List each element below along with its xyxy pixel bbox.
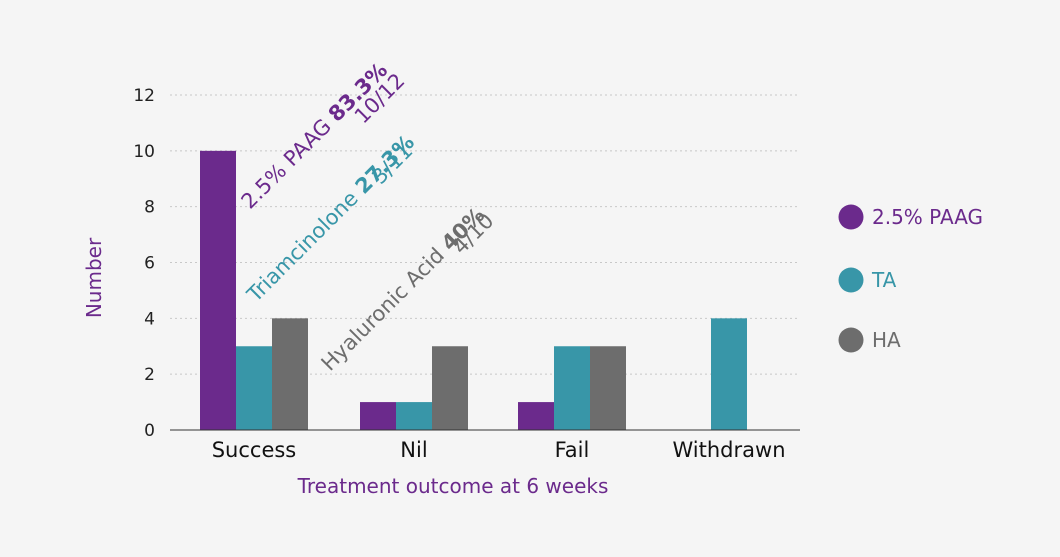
y-tick-label: 6 (144, 254, 155, 274)
bar-2-5-paag-nil: 2.5% PAAG – Nil: 1 (360, 402, 396, 430)
y-tick-label: 2 (144, 365, 155, 385)
y-tick-label: 0 (144, 421, 155, 441)
y-tick-label: 8 (144, 198, 155, 218)
annotation-name: 2.5% PAAG (237, 109, 341, 213)
category-label: Fail (555, 438, 590, 462)
bar-ha-success: HA – Success: 4 (272, 318, 308, 430)
bar-ha-nil: HA – Nil: 3 (432, 346, 468, 430)
y-axis-title: Number (82, 237, 106, 318)
bar-2-5-paag-fail: 2.5% PAAG – Fail: 1 (518, 402, 554, 430)
legend-label: HA (872, 328, 901, 352)
bar-ta-withdrawn: TA – Withdrawn: 4 (711, 318, 747, 430)
legend-item: TA (838, 267, 897, 293)
legend-swatch (838, 267, 864, 293)
category-label: Success (212, 438, 297, 462)
legend: 2.5% PAAG TA HA (838, 204, 983, 353)
bars: 2.5% PAAG – Success: 10 2.5% PAAG – Nil: … (200, 150, 747, 431)
bar-ta-fail: TA – Fail: 3 (554, 346, 590, 430)
category-labels: Success Nil Fail Withdrawn (212, 438, 786, 462)
legend-label: TA (871, 268, 897, 292)
legend-label: 2.5% PAAG (872, 205, 983, 229)
bar-ta-nil: TA – Nil: 1 (396, 402, 432, 430)
category-label: Withdrawn (673, 438, 786, 462)
bar-2-5-paag-success: 2.5% PAAG – Success: 10 (200, 150, 236, 431)
y-tick-labels: 0 2 4 6 8 10 12 (133, 86, 155, 441)
legend-item: 2.5% PAAG (838, 204, 983, 230)
bar-ha-fail: HA – Fail: 3 (590, 346, 626, 430)
x-axis-title: Treatment outcome at 6 weeks (297, 474, 609, 498)
legend-item: HA (838, 327, 901, 353)
bar-ta-success: TA – Success: 3 (236, 346, 272, 430)
y-tick-label: 12 (133, 86, 155, 106)
legend-swatch (838, 327, 864, 353)
y-tick-label: 10 (133, 142, 155, 162)
legend-swatch (838, 204, 864, 230)
category-label: Nil (400, 438, 427, 462)
y-tick-label: 4 (144, 309, 155, 329)
